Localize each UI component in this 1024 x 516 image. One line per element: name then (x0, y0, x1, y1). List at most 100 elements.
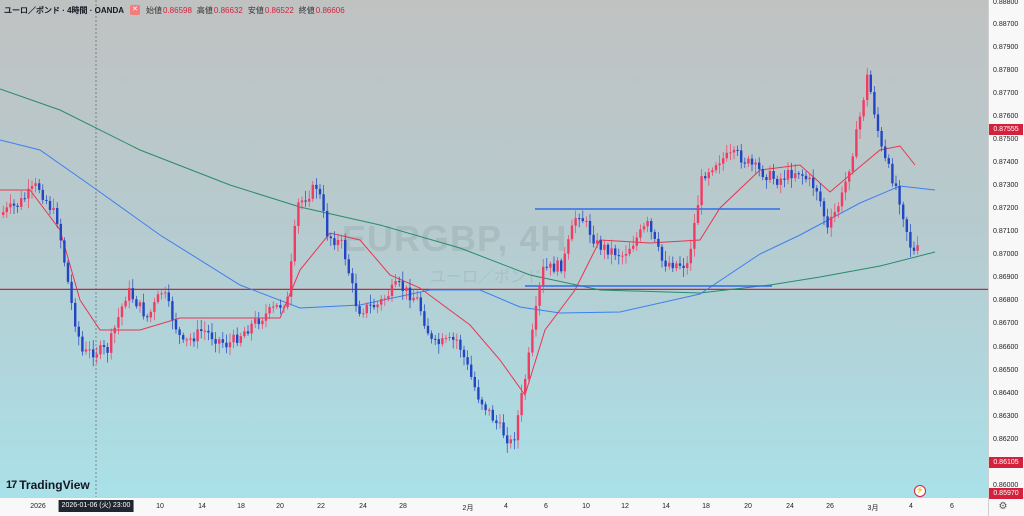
price-tick-label: 0.87500 (993, 136, 1019, 143)
price-axis[interactable]: 0.88800 0.88700 0.87900 0.87800 0.87700 0.876… (988, 0, 1024, 497)
candle-body (138, 302, 142, 307)
low-label: 安値 (247, 5, 264, 15)
candle-body (779, 178, 782, 185)
candle-body (405, 287, 408, 291)
legend-header: ユーロ／ポンド · 4時間 · OANDA ✕ 始値 0.86598 高値 0.… (4, 3, 350, 17)
candle-body (290, 261, 293, 297)
candle-body (66, 262, 70, 282)
candle-body (732, 149, 736, 153)
candle-body (416, 297, 419, 299)
gear-icon[interactable]: ⚙ (998, 501, 1008, 512)
time-tick-label: 6 (950, 503, 954, 510)
candle-body (628, 248, 631, 254)
candle-body (898, 185, 901, 205)
candle-body (430, 333, 433, 339)
candle-body (434, 338, 437, 340)
candle-body (174, 319, 178, 330)
candle-body (527, 352, 530, 379)
candle-body (470, 364, 473, 377)
candle-body (840, 192, 844, 207)
candle-body (488, 409, 491, 411)
candle-body (776, 178, 779, 185)
time-tick-label: 18 (702, 503, 710, 510)
candle-body (509, 439, 512, 444)
candle-body (5, 207, 8, 213)
candle-body (398, 281, 401, 283)
candle-body (614, 248, 617, 256)
candle-body (12, 203, 16, 206)
candle-body (41, 189, 44, 200)
candle-body (754, 162, 757, 165)
candle-body (466, 357, 469, 365)
candle-body (380, 299, 383, 305)
low-value: 0.86522 (264, 5, 294, 15)
candle-body (722, 158, 725, 164)
bolt-icon[interactable]: ⚡ (914, 485, 926, 497)
candle-body (563, 253, 566, 272)
candle-body (819, 191, 822, 202)
candle-body (344, 239, 347, 260)
candle-body (354, 283, 358, 307)
candle-body (196, 329, 199, 342)
candle-body (606, 244, 610, 255)
symbol-title: ユーロ／ポンド · 4時間 · OANDA (4, 5, 124, 15)
candle-body (880, 130, 883, 147)
candle-body (423, 311, 426, 326)
candle-body (862, 100, 865, 117)
candle-body (801, 174, 804, 176)
candle-body (185, 339, 188, 341)
candle-body (833, 212, 836, 217)
candle-body (506, 435, 509, 444)
candle-body (239, 336, 242, 343)
close-value: 0.86606 (315, 5, 345, 15)
candle-body (498, 422, 502, 424)
candle-body (786, 169, 790, 180)
price-plot[interactable] (0, 0, 988, 497)
candle-body (387, 296, 390, 299)
candle-body (711, 170, 714, 173)
candle-body (225, 342, 228, 348)
candle-body (646, 221, 649, 227)
time-axis[interactable]: 2026 10 14 18 20 22 24 28 2月 4 6 10 12 14 18 20 24 26 3月 4 6 (0, 497, 988, 516)
price-tick-label: 0.86700 (993, 320, 1019, 327)
candle-body (326, 210, 329, 237)
candle-body (621, 255, 624, 257)
candle-body (149, 311, 152, 318)
time-tick-label: 10 (582, 503, 590, 510)
time-tick-label: 20 (744, 503, 752, 510)
time-tick-label: 20 (276, 503, 284, 510)
candle-body (549, 263, 552, 268)
crosshair-date-tag: 2026-01-06 (火) 23:00 (58, 500, 134, 512)
candle-body (894, 183, 898, 186)
candle-body (808, 177, 811, 180)
candle-body (714, 165, 718, 171)
candle-body (153, 302, 156, 312)
candle-body (351, 273, 354, 284)
candle-body (200, 329, 203, 332)
candle-body (135, 299, 138, 307)
candle-body (282, 307, 286, 309)
candle-body (639, 229, 642, 238)
candle-body (650, 221, 653, 232)
price-tick-label: 0.87300 (993, 182, 1019, 189)
candle-body (617, 255, 620, 257)
candle-body (156, 294, 160, 303)
price-tick-label: 0.86000 (993, 482, 1019, 489)
candle-body (603, 244, 606, 250)
ma-short-line (0, 145, 916, 397)
candle-body (599, 240, 602, 250)
axis-corner: ⚙ (988, 497, 1024, 516)
candle-body (531, 329, 534, 353)
candle-body (891, 163, 894, 184)
candle-body (70, 281, 73, 303)
candle-body (218, 339, 221, 344)
candle-body (189, 338, 192, 340)
status-badge[interactable]: ✕ (130, 5, 140, 15)
candle-body (876, 114, 880, 131)
candle-body (74, 302, 77, 327)
candle-body (682, 265, 685, 268)
candle-body (63, 240, 66, 263)
candle-body (171, 301, 174, 320)
time-tick-label: 12 (621, 503, 629, 510)
